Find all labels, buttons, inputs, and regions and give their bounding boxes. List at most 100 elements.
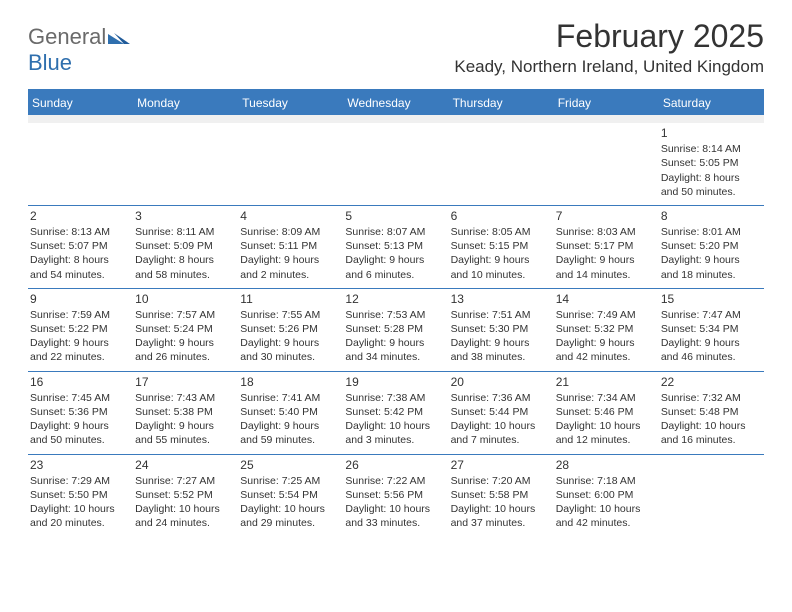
sunset-text: Sunset: 5:05 PM (661, 156, 760, 170)
day-cell: 9Sunrise: 7:59 AMSunset: 5:22 PMDaylight… (28, 289, 133, 371)
header: General Blue February 2025 Keady, Northe… (0, 0, 792, 81)
week-row: 1Sunrise: 8:14 AMSunset: 5:05 PMDaylight… (28, 123, 764, 205)
sunrise-text: Sunrise: 7:59 AM (30, 308, 129, 322)
day-cell: 11Sunrise: 7:55 AMSunset: 5:26 PMDayligh… (238, 289, 343, 371)
day-cell: 13Sunrise: 7:51 AMSunset: 5:30 PMDayligh… (449, 289, 554, 371)
day-number: 24 (135, 457, 234, 473)
daylight-text: Daylight: 9 hours and 18 minutes. (661, 253, 760, 281)
weeks-container: 1Sunrise: 8:14 AMSunset: 5:05 PMDaylight… (28, 123, 764, 536)
dow-row: Sunday Monday Tuesday Wednesday Thursday… (28, 91, 764, 115)
sunset-text: Sunset: 5:32 PM (556, 322, 655, 336)
day-number: 13 (451, 291, 550, 307)
daylight-text: Daylight: 10 hours and 3 minutes. (345, 419, 444, 447)
sunrise-text: Sunrise: 8:01 AM (661, 225, 760, 239)
sunrise-text: Sunrise: 8:09 AM (240, 225, 339, 239)
sunrise-text: Sunrise: 7:22 AM (345, 474, 444, 488)
sunset-text: Sunset: 5:48 PM (661, 405, 760, 419)
day-cell (449, 123, 554, 205)
day-cell: 18Sunrise: 7:41 AMSunset: 5:40 PMDayligh… (238, 372, 343, 454)
day-cell: 28Sunrise: 7:18 AMSunset: 6:00 PMDayligh… (554, 455, 659, 537)
day-number: 22 (661, 374, 760, 390)
sunset-text: Sunset: 5:46 PM (556, 405, 655, 419)
day-number: 25 (240, 457, 339, 473)
daylight-text: Daylight: 9 hours and 26 minutes. (135, 336, 234, 364)
day-number: 6 (451, 208, 550, 224)
sunset-text: Sunset: 5:11 PM (240, 239, 339, 253)
sunset-text: Sunset: 5:54 PM (240, 488, 339, 502)
day-number: 16 (30, 374, 129, 390)
sunrise-text: Sunrise: 8:07 AM (345, 225, 444, 239)
sunset-text: Sunset: 5:52 PM (135, 488, 234, 502)
sunset-text: Sunset: 5:28 PM (345, 322, 444, 336)
day-cell (343, 123, 448, 205)
logo-text-general: General (28, 24, 106, 49)
day-cell (554, 123, 659, 205)
daylight-text: Daylight: 8 hours and 58 minutes. (135, 253, 234, 281)
sunset-text: Sunset: 5:56 PM (345, 488, 444, 502)
daylight-text: Daylight: 8 hours and 50 minutes. (661, 171, 760, 199)
daylight-text: Daylight: 9 hours and 50 minutes. (30, 419, 129, 447)
sunset-text: Sunset: 5:17 PM (556, 239, 655, 253)
daylight-text: Daylight: 10 hours and 20 minutes. (30, 502, 129, 530)
day-cell (28, 123, 133, 205)
day-cell: 12Sunrise: 7:53 AMSunset: 5:28 PMDayligh… (343, 289, 448, 371)
sunrise-text: Sunrise: 7:20 AM (451, 474, 550, 488)
day-cell: 7Sunrise: 8:03 AMSunset: 5:17 PMDaylight… (554, 206, 659, 288)
day-number: 17 (135, 374, 234, 390)
sunset-text: Sunset: 5:36 PM (30, 405, 129, 419)
sunrise-text: Sunrise: 7:43 AM (135, 391, 234, 405)
daylight-text: Daylight: 10 hours and 12 minutes. (556, 419, 655, 447)
day-cell: 20Sunrise: 7:36 AMSunset: 5:44 PMDayligh… (449, 372, 554, 454)
sunrise-text: Sunrise: 7:25 AM (240, 474, 339, 488)
sunset-text: Sunset: 5:13 PM (345, 239, 444, 253)
sunrise-text: Sunrise: 7:55 AM (240, 308, 339, 322)
week-row: 9Sunrise: 7:59 AMSunset: 5:22 PMDaylight… (28, 288, 764, 371)
day-number: 11 (240, 291, 339, 307)
week-row: 2Sunrise: 8:13 AMSunset: 5:07 PMDaylight… (28, 205, 764, 288)
day-number: 23 (30, 457, 129, 473)
sunrise-text: Sunrise: 8:11 AM (135, 225, 234, 239)
dow-tuesday: Tuesday (238, 91, 343, 115)
month-title: February 2025 (454, 18, 764, 55)
sunset-text: Sunset: 6:00 PM (556, 488, 655, 502)
sunset-text: Sunset: 5:42 PM (345, 405, 444, 419)
day-number: 12 (345, 291, 444, 307)
sunrise-text: Sunrise: 7:57 AM (135, 308, 234, 322)
sunset-text: Sunset: 5:50 PM (30, 488, 129, 502)
sunrise-text: Sunrise: 7:49 AM (556, 308, 655, 322)
day-number: 20 (451, 374, 550, 390)
logo: General Blue (28, 24, 130, 76)
day-number: 28 (556, 457, 655, 473)
day-cell (133, 123, 238, 205)
sunrise-text: Sunrise: 7:36 AM (451, 391, 550, 405)
day-cell: 26Sunrise: 7:22 AMSunset: 5:56 PMDayligh… (343, 455, 448, 537)
dow-thursday: Thursday (449, 91, 554, 115)
daylight-text: Daylight: 9 hours and 34 minutes. (345, 336, 444, 364)
sunrise-text: Sunrise: 8:13 AM (30, 225, 129, 239)
sunrise-text: Sunrise: 8:14 AM (661, 142, 760, 156)
day-number: 26 (345, 457, 444, 473)
day-cell: 8Sunrise: 8:01 AMSunset: 5:20 PMDaylight… (659, 206, 764, 288)
day-number: 7 (556, 208, 655, 224)
week-row: 16Sunrise: 7:45 AMSunset: 5:36 PMDayligh… (28, 371, 764, 454)
title-block: February 2025 Keady, Northern Ireland, U… (454, 18, 764, 77)
daylight-text: Daylight: 10 hours and 7 minutes. (451, 419, 550, 447)
sunset-text: Sunset: 5:15 PM (451, 239, 550, 253)
daylight-text: Daylight: 9 hours and 55 minutes. (135, 419, 234, 447)
daylight-text: Daylight: 9 hours and 2 minutes. (240, 253, 339, 281)
day-number: 18 (240, 374, 339, 390)
sunset-text: Sunset: 5:22 PM (30, 322, 129, 336)
day-cell: 27Sunrise: 7:20 AMSunset: 5:58 PMDayligh… (449, 455, 554, 537)
daylight-text: Daylight: 9 hours and 38 minutes. (451, 336, 550, 364)
dow-saturday: Saturday (659, 91, 764, 115)
sunset-text: Sunset: 5:24 PM (135, 322, 234, 336)
sunrise-text: Sunrise: 7:53 AM (345, 308, 444, 322)
day-number: 15 (661, 291, 760, 307)
day-cell: 4Sunrise: 8:09 AMSunset: 5:11 PMDaylight… (238, 206, 343, 288)
daylight-text: Daylight: 9 hours and 10 minutes. (451, 253, 550, 281)
day-number: 21 (556, 374, 655, 390)
calendar: Sunday Monday Tuesday Wednesday Thursday… (28, 89, 764, 536)
sunrise-text: Sunrise: 7:29 AM (30, 474, 129, 488)
sunrise-text: Sunrise: 7:38 AM (345, 391, 444, 405)
daylight-text: Daylight: 9 hours and 42 minutes. (556, 336, 655, 364)
